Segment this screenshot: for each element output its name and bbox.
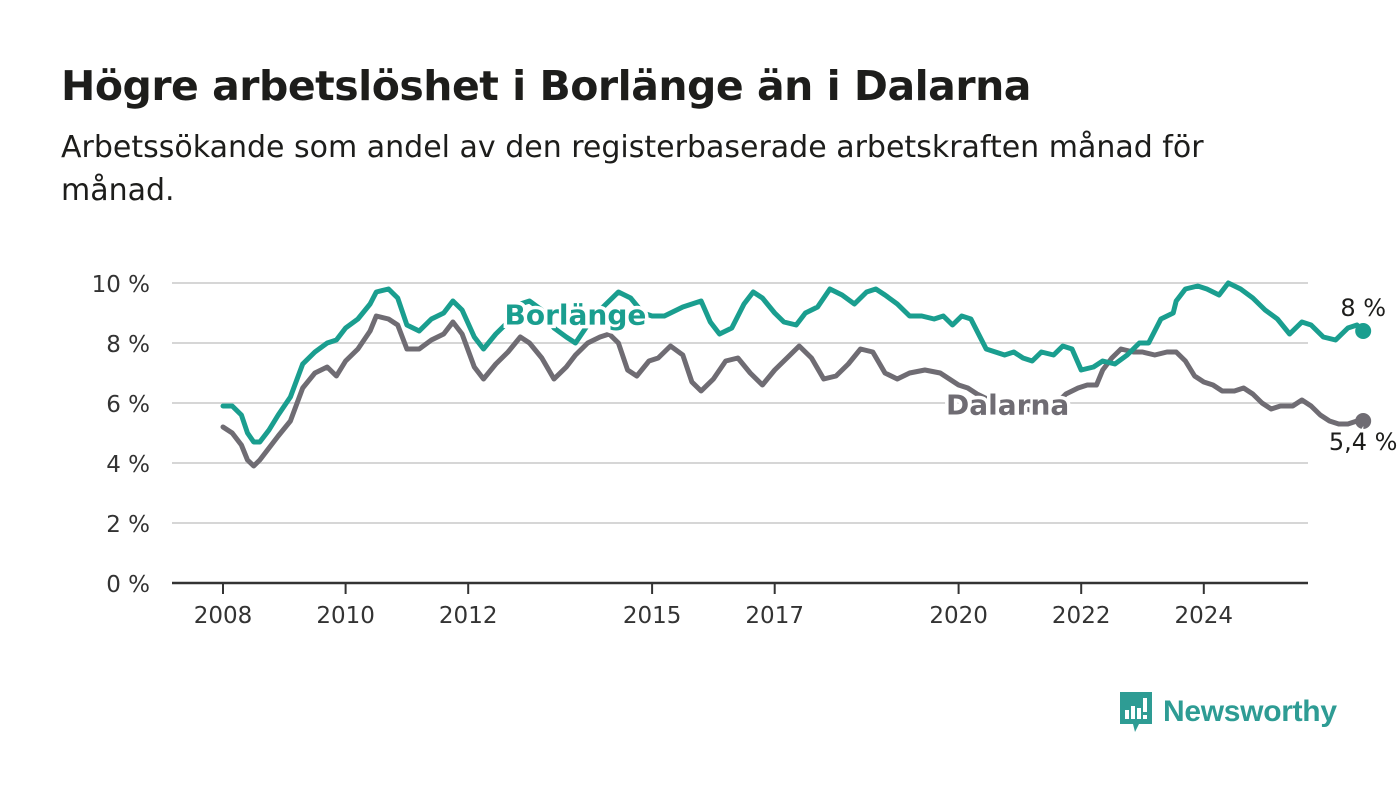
x-tick-label: 2015 xyxy=(623,603,682,629)
grid-lines xyxy=(172,282,1308,524)
brand-logo: Newsworthy xyxy=(1118,690,1337,734)
series-end-value-label: 5,4 % xyxy=(1329,428,1398,456)
x-tick-label: 2024 xyxy=(1175,603,1234,629)
x-tick-label: 2017 xyxy=(745,603,804,629)
x-tick-label: 2010 xyxy=(316,603,375,629)
series-name-label: Dalarna xyxy=(946,389,1069,422)
chart-title: Högre arbetslöshet i Borlänge än i Dalar… xyxy=(61,62,1031,110)
x-tick-label: 2020 xyxy=(929,603,988,629)
y-tick-label: 8 % xyxy=(106,332,150,358)
x-tick-label: 2012 xyxy=(439,603,498,629)
series-labels: Borlänge Dalarna 8 % 5,4 % xyxy=(501,292,1400,459)
series-end-point xyxy=(1355,323,1372,339)
y-axis-ticks: 0 % 2 % 4 % 6 % 8 % 10 % xyxy=(92,272,150,598)
series-end-point xyxy=(1355,413,1372,429)
series-line xyxy=(220,280,1366,445)
y-tick-label: 0 % xyxy=(106,572,150,598)
series-line xyxy=(220,313,1366,469)
chart-subtitle: Arbetssökande som andel av den registerb… xyxy=(61,130,1204,208)
y-tick-label: 2 % xyxy=(106,512,150,538)
series-name-label: Borlänge xyxy=(505,299,647,332)
series-lines xyxy=(220,280,1372,469)
series-end-value-label: 8 % xyxy=(1340,294,1386,322)
brand-name: Newsworthy xyxy=(1163,695,1337,728)
newsworthy-bar-chart-icon xyxy=(1120,692,1152,732)
y-tick-label: 4 % xyxy=(106,452,150,478)
y-tick-label: 10 % xyxy=(92,272,150,298)
x-axis-ticks: 2008 2010 2012 2015 2017 2020 2022 2024 xyxy=(194,583,1233,629)
x-tick-label: 2008 xyxy=(194,603,253,629)
x-tick-label: 2022 xyxy=(1052,603,1111,629)
y-tick-label: 6 % xyxy=(106,392,150,418)
